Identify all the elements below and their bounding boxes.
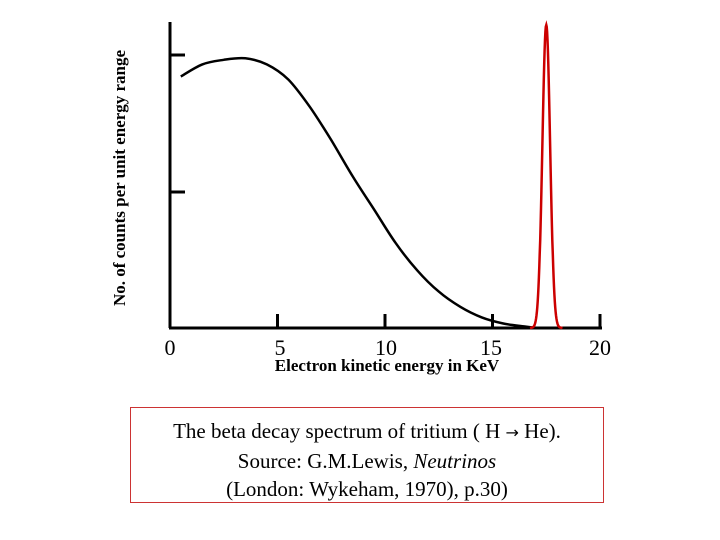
beta-spectrum-curve [180,56,536,330]
caption-text-2a: Source: G.M.Lewis, [237,449,414,473]
arrow-icon: → [505,423,519,442]
x-tick-label-15: 15 [480,335,502,360]
caption-text-1a: The beta decay spectrum of tritium ( H [173,419,501,443]
chart-marks [180,20,563,330]
caption-line-3: (London: Wykeham, 1970), p.30) [226,477,508,501]
axes [168,22,602,330]
y-axis-label: No. of counts per unit energy range [110,49,129,307]
x-tick-label-0: 0 [164,335,176,360]
x-tick-label-10: 10 [375,335,397,360]
x-tick-label-5: 5 [274,335,286,360]
figure-caption: The beta decay spectrum of tritium ( H →… [130,407,604,503]
caption-line-1: The beta decay spectrum of tritium ( H →… [131,417,603,447]
peak-curve [529,20,563,330]
x-axis-label: Electron kinetic energy in KeV [274,356,500,375]
caption-book-title: Neutrinos [413,449,497,473]
caption-line-2: Source: G.M.Lewis, Neutrinos [131,447,603,475]
caption-text-1b: He). [524,419,561,443]
x-tick-label-20: 20 [589,335,611,360]
